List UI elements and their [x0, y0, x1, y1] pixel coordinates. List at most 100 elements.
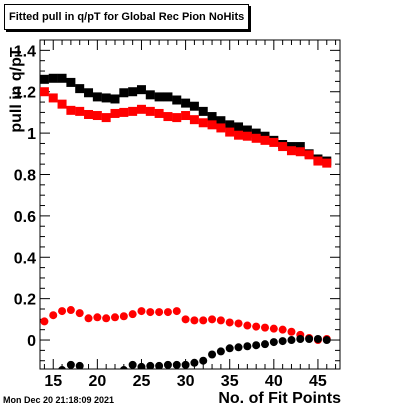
y-tick-label: 0: [27, 333, 36, 350]
series-2-point: [225, 318, 234, 327]
series-1-point: [119, 107, 129, 117]
series-3-point: [216, 347, 225, 356]
series-0-point: [181, 98, 191, 108]
series-2-point: [102, 314, 111, 323]
series-1-point: [304, 150, 314, 160]
series-0-point: [154, 92, 164, 102]
series-2-point: [278, 325, 287, 334]
series-0-point: [101, 93, 111, 103]
series-2-point: [84, 314, 93, 323]
series-0-point: [128, 87, 138, 97]
series-3-point: [225, 344, 234, 353]
series-3-point: [119, 366, 128, 369]
series-0-point: [295, 142, 305, 152]
series-0-point: [163, 92, 173, 102]
series-2-point: [111, 313, 119, 322]
series-1-point: [163, 112, 173, 122]
series-1-point: [136, 104, 146, 114]
series-2-point: [75, 309, 84, 318]
y-tick-label: 1.2: [14, 85, 36, 102]
series-3-point: [234, 343, 243, 352]
series-0-point: [145, 90, 155, 100]
chart-title: Fitted pull in q/pT for Global Rec Pion …: [4, 4, 250, 30]
series-3-point: [322, 336, 331, 345]
series-1-point: [40, 87, 49, 97]
series-2-point: [269, 324, 278, 333]
series-3-point: [243, 342, 252, 351]
y-tick-label: 0.8: [14, 167, 36, 184]
x-tick-label: 35: [221, 373, 239, 390]
series-2-point: [155, 308, 164, 317]
series-3-point: [58, 366, 66, 369]
series-1-point: [154, 108, 164, 118]
x-tick-label: 20: [88, 373, 106, 390]
series-0-point: [225, 120, 235, 130]
chart-marks: [40, 73, 332, 385]
series-1-point: [48, 93, 58, 103]
series-0-point: [40, 74, 49, 84]
series-2-point: [58, 307, 67, 316]
series-2-point: [163, 308, 172, 317]
series-2-point: [199, 316, 208, 325]
series-0-point: [48, 73, 58, 83]
series-1-point: [110, 108, 120, 118]
series-2-point: [172, 307, 181, 316]
series-3-point: [269, 338, 278, 347]
series-0-point: [110, 94, 120, 104]
series-0-point: [92, 92, 102, 102]
series-3-point: [111, 377, 119, 385]
series-0-point: [136, 85, 146, 95]
series-2-point: [40, 317, 49, 326]
x-tick-label: 30: [177, 373, 195, 390]
series-0-point: [172, 95, 182, 105]
series-3-point: [190, 358, 199, 367]
series-1-point: [181, 111, 191, 121]
series-0-point: [84, 88, 94, 98]
series-3-point: [163, 360, 172, 369]
series-1-point: [295, 147, 305, 157]
series-2-point: [287, 327, 296, 336]
series-1-point: [145, 106, 155, 116]
timestamp-label: Mon Dec 20 21:18:09 2021: [3, 395, 115, 405]
series-1-point: [128, 106, 138, 116]
series-1-point: [101, 113, 111, 123]
series-3-point: [261, 340, 269, 349]
series-0-point: [189, 101, 199, 111]
y-tick-label: 0.6: [14, 209, 36, 226]
series-2-point: [49, 311, 58, 320]
series-3-point: [252, 341, 261, 350]
series-0-point: [251, 128, 261, 138]
series-0-point: [57, 73, 67, 83]
x-tick-label: 40: [265, 373, 283, 390]
series-1-point: [260, 135, 270, 145]
series-2-point: [66, 306, 75, 315]
y-tick-label: 0.4: [14, 250, 36, 267]
series-1-point: [322, 158, 332, 168]
series-1-point: [269, 137, 279, 147]
series-3-point: [208, 350, 217, 359]
series-0-point: [119, 88, 129, 98]
series-1-point: [286, 146, 296, 156]
series-0-point: [242, 125, 252, 135]
series-3-point: [305, 334, 314, 343]
series-3-point: [128, 360, 137, 369]
y-tick-label: 1: [27, 126, 36, 143]
series-1-point: [242, 131, 252, 141]
series-3-point: [313, 334, 322, 343]
series-0-point: [234, 122, 244, 132]
y-axis-label: pull in q/pT: [8, 47, 25, 133]
x-tick-label: 25: [133, 373, 151, 390]
series-3-point: [296, 334, 305, 343]
series-1-point: [66, 105, 76, 115]
series-3-point: [278, 337, 287, 346]
series-2-point: [93, 313, 102, 322]
series-1-point: [251, 133, 261, 143]
y-tick-label: 0.2: [14, 292, 36, 309]
series-1-point: [75, 106, 85, 116]
series-1-point: [84, 109, 94, 119]
series-0-point: [198, 106, 208, 116]
series-1-point: [92, 111, 102, 121]
series-2-point: [208, 315, 217, 324]
x-tick-label: 45: [309, 373, 327, 390]
